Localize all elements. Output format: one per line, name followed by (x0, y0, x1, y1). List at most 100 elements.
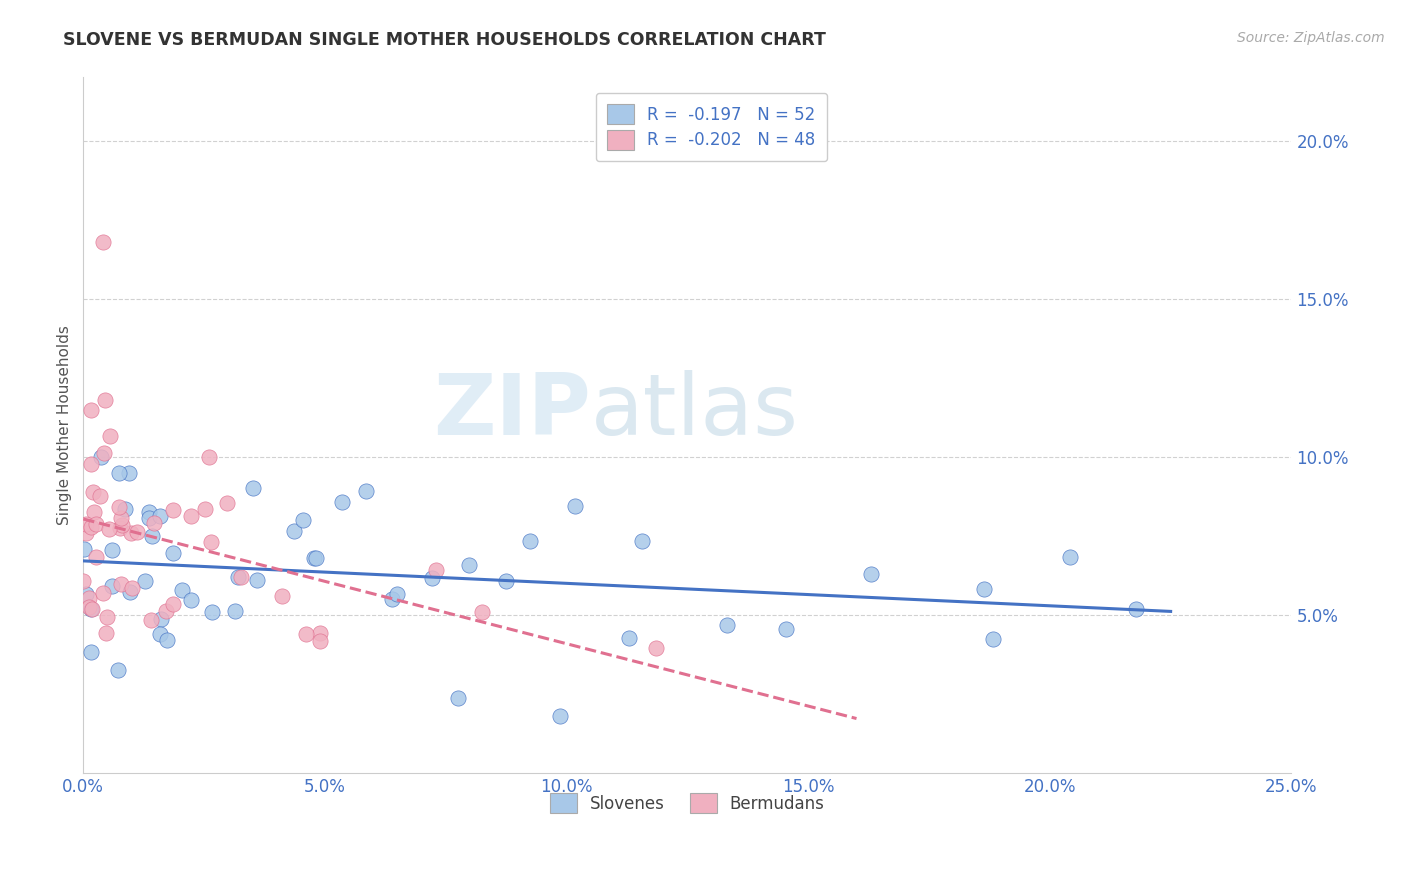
Point (162, 597, 184, 611)
Point (305, 550, 328, 565)
Point (309, 626, 332, 640)
Point (564, 499, 586, 513)
Text: Source: ZipAtlas.com: Source: ZipAtlas.com (1237, 31, 1385, 45)
Point (193, 502, 215, 516)
Legend: Slovenes, Bermudans: Slovenes, Bermudans (538, 781, 837, 824)
Point (631, 533, 654, 548)
Point (548, 709, 571, 723)
Point (98, 522, 121, 536)
Point (354, 484, 377, 499)
Point (381, 591, 404, 606)
Text: SLOVENE VS BERMUDAN SINGLE MOTHER HOUSEHOLDS CORRELATION CHART: SLOVENE VS BERMUDAN SINGLE MOTHER HOUSEH… (63, 31, 827, 49)
Point (172, 582, 194, 597)
Point (1125, 602, 1147, 616)
Point (150, 612, 173, 626)
Point (246, 573, 269, 587)
Point (80, 601, 103, 615)
Point (110, 510, 132, 524)
Point (385, 587, 408, 601)
Point (77, 600, 100, 615)
Point (108, 520, 131, 534)
Point (201, 605, 224, 619)
Point (80, 402, 103, 417)
Point (73, 542, 96, 557)
Point (80, 645, 103, 659)
Point (141, 529, 163, 543)
Point (121, 525, 143, 540)
Point (108, 500, 131, 514)
Point (309, 634, 332, 648)
Point (107, 663, 129, 677)
Point (134, 574, 156, 588)
Point (973, 582, 995, 597)
Point (89, 489, 111, 503)
Point (231, 570, 253, 584)
Point (471, 605, 494, 619)
Text: atlas: atlas (591, 370, 799, 453)
Point (716, 618, 738, 632)
Point (155, 604, 177, 618)
Point (94, 626, 117, 640)
Point (91, 235, 114, 249)
Point (138, 510, 160, 524)
Y-axis label: Single Mother Households: Single Mother Households (58, 326, 72, 525)
Point (80, 457, 103, 471)
Point (180, 509, 202, 524)
Point (217, 496, 239, 510)
Point (84, 550, 107, 565)
Point (458, 558, 481, 572)
Point (981, 632, 1004, 646)
Point (149, 627, 172, 641)
Point (162, 546, 184, 560)
Point (180, 593, 202, 607)
Point (291, 513, 314, 527)
Point (224, 604, 246, 618)
Point (111, 518, 134, 533)
Point (107, 466, 129, 480)
Point (143, 516, 166, 530)
Point (283, 524, 305, 538)
Point (644, 640, 666, 655)
Point (149, 508, 172, 523)
Point (110, 576, 132, 591)
Point (84, 517, 107, 532)
Point (82, 485, 104, 500)
Point (101, 579, 124, 593)
Point (90, 450, 112, 464)
Point (96, 609, 118, 624)
Point (125, 524, 148, 539)
Point (121, 581, 143, 595)
Point (72, 574, 94, 588)
Point (75, 587, 97, 601)
Point (75, 525, 97, 540)
Point (200, 535, 222, 549)
Point (519, 533, 541, 548)
Point (156, 632, 179, 647)
Point (302, 550, 325, 565)
Point (425, 563, 447, 577)
Point (330, 495, 353, 509)
Point (80, 602, 103, 616)
Point (242, 481, 264, 495)
Point (226, 570, 249, 584)
Point (101, 542, 124, 557)
Point (141, 613, 163, 627)
Point (94, 393, 117, 408)
Point (1059, 549, 1081, 564)
Point (270, 589, 292, 603)
Point (77, 591, 100, 605)
Point (114, 502, 136, 516)
Point (775, 622, 797, 636)
Point (447, 690, 470, 705)
Point (83, 504, 105, 518)
Point (138, 505, 160, 519)
Point (75, 516, 97, 531)
Point (91, 586, 114, 600)
Point (197, 450, 219, 464)
Point (118, 466, 141, 480)
Point (420, 571, 443, 585)
Point (98, 429, 121, 443)
Point (617, 631, 640, 645)
Point (295, 626, 318, 640)
Text: ZIP: ZIP (433, 370, 591, 453)
